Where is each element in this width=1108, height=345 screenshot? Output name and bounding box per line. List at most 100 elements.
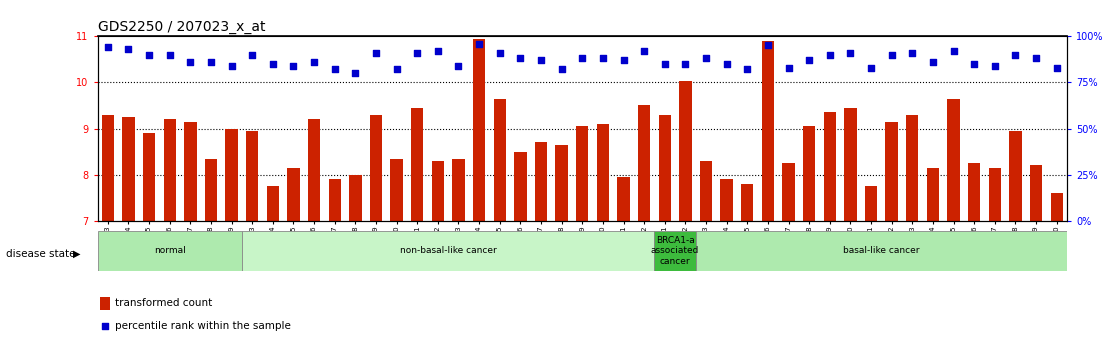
Point [264, 61, 281, 67]
Bar [349, 175, 361, 221]
Bar [988, 168, 1001, 221]
Point [903, 50, 921, 56]
Point [759, 43, 777, 48]
Point [431, 197, 449, 203]
Bar [329, 179, 341, 221]
Bar [308, 119, 320, 221]
Point [202, 59, 219, 65]
Point [821, 52, 839, 57]
Point [429, 48, 447, 54]
Text: ▶: ▶ [73, 249, 81, 258]
Bar [885, 121, 897, 221]
Bar [164, 119, 176, 221]
Point [491, 50, 509, 56]
Bar [761, 41, 774, 221]
Point [635, 48, 653, 54]
Bar [100, 297, 110, 310]
Bar [535, 142, 547, 221]
Bar [143, 133, 155, 221]
Bar [473, 39, 485, 221]
Bar [576, 126, 588, 221]
Point [615, 58, 633, 63]
Bar [390, 158, 403, 221]
Bar [597, 124, 609, 221]
Point [738, 67, 756, 72]
Bar [782, 163, 794, 221]
Bar [205, 158, 217, 221]
Bar [679, 81, 691, 221]
Text: non-basal-like cancer: non-basal-like cancer [400, 246, 496, 256]
Point [1048, 65, 1066, 70]
Point [965, 61, 983, 67]
Point [244, 52, 261, 57]
Bar [947, 99, 960, 221]
Point [1027, 56, 1045, 61]
Point [697, 56, 715, 61]
Point [780, 65, 798, 70]
Bar [493, 99, 506, 221]
Bar [184, 121, 196, 221]
Point [677, 61, 695, 67]
Bar [225, 128, 238, 221]
Bar [102, 115, 114, 221]
Bar [452, 158, 464, 221]
Point [161, 52, 178, 57]
Bar [555, 145, 567, 221]
Bar [514, 151, 526, 221]
Point [512, 56, 530, 61]
Point [409, 50, 427, 56]
Point [326, 67, 343, 72]
Text: percentile rank within the sample: percentile rank within the sample [115, 321, 291, 331]
Bar [98, 231, 242, 271]
Bar [700, 161, 712, 221]
Bar [696, 231, 1067, 271]
Point [285, 63, 302, 69]
Bar [720, 179, 732, 221]
Bar [741, 184, 753, 221]
Text: transformed count: transformed count [115, 298, 213, 308]
Point [141, 52, 158, 57]
Point [99, 45, 116, 50]
Text: basal-like cancer: basal-like cancer [843, 246, 920, 256]
Bar [844, 108, 856, 221]
Point [986, 63, 1004, 69]
Point [388, 67, 406, 72]
Point [656, 61, 674, 67]
Bar [370, 115, 382, 221]
Bar [287, 168, 299, 221]
Bar [926, 168, 940, 221]
Bar [823, 112, 835, 221]
Bar [968, 163, 981, 221]
Point [883, 52, 901, 57]
Bar [1050, 193, 1063, 221]
Point [862, 65, 880, 70]
Bar [658, 115, 671, 221]
Bar [1029, 166, 1043, 221]
Point [470, 41, 488, 46]
Point [553, 67, 571, 72]
Bar [803, 126, 815, 221]
Point [945, 48, 963, 54]
Bar [432, 161, 444, 221]
Bar [1009, 131, 1022, 221]
Bar [267, 186, 279, 221]
Point [223, 63, 240, 69]
Point [120, 46, 137, 52]
Bar [617, 177, 629, 221]
Point [574, 56, 592, 61]
Point [924, 59, 942, 65]
Point [532, 58, 550, 63]
Point [367, 50, 384, 56]
Bar [638, 106, 650, 221]
Bar [655, 231, 696, 271]
Bar [865, 186, 878, 221]
Point [800, 58, 818, 63]
Point [718, 61, 736, 67]
Point [305, 59, 322, 65]
Text: BRCA1-a
associated
cancer: BRCA1-a associated cancer [650, 236, 699, 266]
Point [594, 56, 612, 61]
Bar [122, 117, 135, 221]
Point [347, 70, 365, 76]
Bar [246, 131, 258, 221]
Text: normal: normal [154, 246, 185, 256]
